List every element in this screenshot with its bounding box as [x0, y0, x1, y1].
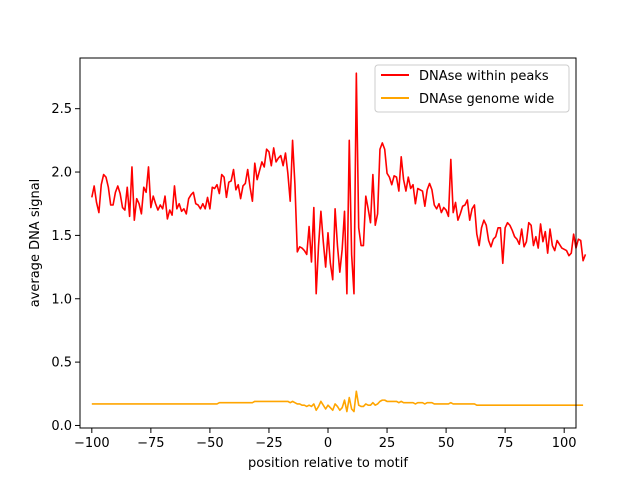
- x-tick-label: 75: [497, 436, 514, 451]
- x-tick-label: −100: [74, 436, 110, 451]
- series-line-within-peaks: [91, 72, 587, 295]
- legend-label-within-peaks: DNAse within peaks: [419, 69, 549, 84]
- y-tick-label: 0.5: [51, 356, 72, 371]
- y-tick-label: 2.5: [51, 102, 72, 117]
- x-tick-label: −50: [196, 436, 223, 451]
- y-axis-ticks: 0.0 0.5 1.0 1.5 2.0 2.5: [51, 102, 80, 434]
- y-tick-label: 1.0: [51, 292, 72, 307]
- y-tick-label: 0.0: [51, 419, 72, 434]
- series-line-genome-wide: [91, 390, 584, 413]
- legend-frame: [374, 64, 570, 113]
- x-axis-ticks: −100 −75 −50 −25 0 25 50 75 100: [74, 428, 577, 451]
- x-tick-label: 50: [438, 436, 455, 451]
- y-tick-label: 1.5: [51, 229, 72, 244]
- series-layer: [91, 72, 587, 413]
- legend-label-genome-wide: DNAse genome wide: [419, 92, 554, 107]
- x-tick-label: 0: [324, 436, 332, 451]
- x-axis-label: position relative to motif: [248, 456, 408, 471]
- x-tick-label: 100: [552, 436, 577, 451]
- x-tick-label: −25: [255, 436, 282, 451]
- legend: DNAse within peaks DNAse genome wide: [374, 64, 570, 113]
- x-tick-label: 25: [379, 436, 396, 451]
- x-tick-label: −75: [137, 436, 164, 451]
- y-axis-label: average DNA signal: [28, 179, 43, 308]
- y-tick-label: 2.0: [51, 166, 72, 181]
